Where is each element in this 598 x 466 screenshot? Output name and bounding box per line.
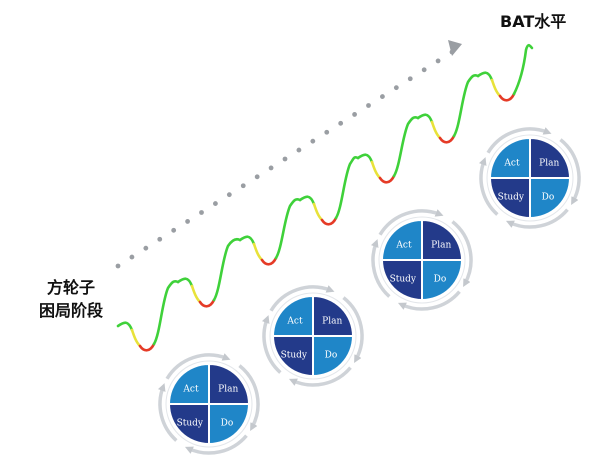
trend-arrow-dot [199, 210, 204, 215]
trend-arrow-dot [129, 254, 135, 260]
pdca-wheel: Act Plan Do Study [157, 353, 260, 455]
trend-arrow-dot [407, 76, 413, 82]
improvement-wave [356, 115, 420, 184]
cycle-arrow-arc [288, 366, 352, 387]
cycle-arrow-arc [559, 138, 581, 206]
trend-arrow [115, 40, 462, 269]
pdca-quadrant-do [529, 177, 572, 220]
cycle-arrow-arc [451, 220, 473, 288]
pdca-label-plan: Plan [322, 316, 342, 326]
pdca-quadrant-plan [529, 136, 572, 179]
trend-arrow-dot [240, 183, 246, 189]
trend-arrow-dot [157, 236, 163, 242]
cycle-arrow-arc [184, 434, 248, 455]
trend-arrow-dot [268, 165, 274, 171]
trend-arrow-dot [324, 129, 330, 135]
pdca-quadrant-plan [312, 294, 355, 337]
pdca-wheel: Act Plan Do Study [370, 209, 473, 311]
pdca-quadrant-do [208, 403, 251, 446]
pdca-label-do: Do [542, 193, 555, 203]
trend-arrow-dot [352, 112, 357, 117]
improvement-wave [116, 279, 180, 352]
trend-arrow-dot [282, 156, 288, 162]
pdca-wheel: Act Plan Do Study [261, 285, 364, 387]
pdca-quadrant-study [271, 335, 314, 378]
cycle-arrow-arc [342, 296, 364, 364]
trend-arrow-dot [338, 120, 344, 126]
trend-arrow-dot [380, 94, 385, 99]
trend-arrow-dot [115, 263, 121, 269]
trend-arrow-dot [421, 67, 427, 73]
trend-arrow-dot [143, 245, 149, 251]
pdca-label-study: Study [498, 193, 525, 203]
improvement-wave [238, 197, 302, 266]
trend-arrow-dot [171, 227, 177, 233]
trend-arrow-dot [226, 192, 232, 198]
pdca-label-do: Do [221, 419, 234, 429]
pdca-label-plan: Plan [218, 384, 238, 394]
pdca-quadrant-act [380, 218, 423, 261]
pdca-quadrant-act [167, 362, 210, 405]
pdca-label-study: Study [177, 419, 204, 429]
cycle-arrow-arc [397, 290, 461, 311]
trend-arrow-dot [310, 138, 316, 144]
trend-arrow-dot [254, 174, 260, 180]
trend-arrow-dot [435, 58, 441, 64]
pdca-wheel: Act Plan Do Study [478, 127, 581, 229]
cycle-arrow-arc [238, 364, 260, 432]
pdca-label-plan: Plan [431, 240, 451, 250]
pdca-quadrant-act [488, 136, 531, 179]
pdca-quadrant-do [312, 335, 355, 378]
trend-arrow-dot [296, 147, 302, 153]
cycle-arrow-arc [165, 353, 231, 380]
bat-level-label: BAT水平 [500, 12, 567, 31]
cycle-arrow-arc [486, 127, 552, 154]
improvement-waves [116, 43, 534, 352]
trend-arrow-dot [213, 201, 218, 206]
trend-arrowhead [448, 40, 462, 56]
pdca-label-act: Act [182, 384, 199, 394]
pdca-quadrant-do [421, 259, 464, 302]
pdca-quadrant-study [488, 177, 531, 220]
cycle-arrow-arc [261, 315, 282, 374]
cycle-arrow-arc [269, 285, 335, 312]
pdca-label-act: Act [503, 158, 520, 168]
square-wheel-stage-line2: 困局阶段 [38, 301, 103, 320]
square-wheel-stage-label: 方轮子 困局阶段 [30, 276, 112, 322]
pdca-quadrant-plan [208, 362, 251, 405]
cycle-arrow-arc [370, 239, 391, 298]
improvement-wave [298, 155, 360, 226]
trend-arrow-dot [393, 85, 399, 91]
trend-arrow-dot [185, 219, 190, 224]
improvement-wave [176, 237, 242, 308]
pdca-quadrant-act [271, 294, 314, 337]
improvement-wave [476, 43, 534, 102]
pdca-label-do: Do [325, 351, 338, 361]
pdca-quadrant-plan [421, 218, 464, 261]
square-wheel-stage-line1: 方轮子 [46, 278, 95, 297]
pdca-label-study: Study [281, 351, 308, 361]
pdca-label-act: Act [286, 316, 303, 326]
improvement-wave [416, 73, 480, 144]
pdca-label-study: Study [390, 275, 417, 285]
trend-arrow-dot [366, 103, 371, 108]
pdca-label-act: Act [395, 240, 412, 250]
pdca-quadrant-study [167, 403, 210, 446]
pdca-label-plan: Plan [539, 158, 559, 168]
cycle-arrow-arc [478, 157, 499, 216]
cycle-arrow-arc [157, 383, 178, 442]
cycle-arrow-arc [505, 208, 569, 229]
pdca-label-do: Do [434, 275, 447, 285]
pdca-cycles: Act Plan Do Study Act Plan Do Study Act Plan Do Stu… [157, 127, 581, 455]
cycle-arrow-arc [378, 209, 444, 236]
pdca-quadrant-study [380, 259, 423, 302]
